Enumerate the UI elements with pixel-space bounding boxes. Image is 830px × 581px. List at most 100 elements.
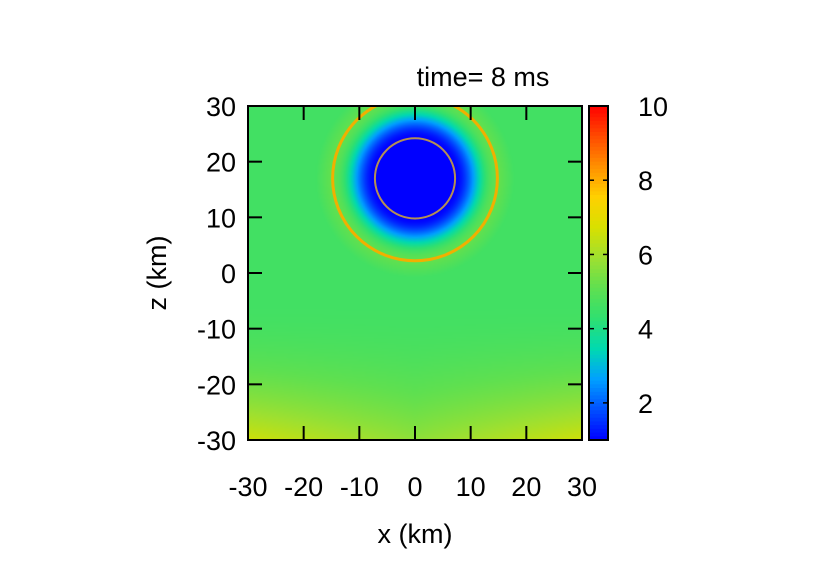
colorbar-band: [589, 243, 608, 248]
colorbar-band: [589, 128, 608, 133]
colorbar-band: [589, 221, 608, 226]
colorbar-band: [589, 120, 608, 126]
x-tick-label: -30: [228, 472, 267, 502]
y-tick-label: -20: [197, 370, 236, 400]
colorbar-band: [589, 425, 608, 430]
colorbar-band: [589, 139, 608, 144]
colorbar-band: [589, 436, 608, 441]
colorbar-band: [589, 258, 608, 263]
y-axis: 30 20 10 0 -10 -20 -30: [197, 92, 582, 456]
colorbar-band: [589, 254, 608, 259]
outer-contour: [331, 106, 499, 263]
colorbar-band: [589, 417, 608, 423]
colorbar-band: [589, 388, 608, 393]
colorbar-band: [589, 295, 608, 300]
colorbar-band: [589, 347, 608, 352]
colorbar-band: [589, 324, 608, 330]
colorbar-band: [589, 373, 608, 378]
colorbar-band: [589, 135, 608, 140]
colorbar-tick-label: 6: [638, 240, 653, 270]
colorbar-band: [589, 376, 608, 382]
y-tick-label: 0: [221, 259, 236, 289]
colorbar-tick-label: 8: [638, 166, 653, 196]
colorbar-band: [589, 213, 608, 218]
y-tick-label: -30: [197, 426, 236, 456]
colorbar-band: [589, 402, 608, 408]
colorbar-band: [589, 250, 608, 256]
colorbar-band: [589, 298, 608, 304]
colorbar-band: [589, 169, 608, 174]
colorbar-band: [589, 198, 608, 204]
x-axis-label: x (km): [378, 519, 453, 549]
colorbar-band: [589, 414, 608, 419]
colorbar-band: [589, 332, 608, 337]
colorbar-band: [589, 313, 608, 319]
colorbar-band: [589, 202, 608, 207]
colorbar-band: [589, 317, 608, 322]
colorbar-band: [589, 117, 608, 122]
y-tick-label: 10: [206, 203, 236, 233]
colorbar-band: [589, 358, 608, 363]
colorbar-band: [589, 180, 608, 185]
inner-contour: [373, 137, 457, 220]
colorbar-band: [589, 124, 608, 129]
colorbar-band: [589, 261, 608, 267]
colorbar-band: [589, 321, 608, 326]
x-tick-label: 0: [407, 472, 422, 502]
colorbar-band: [589, 410, 608, 415]
colorbar-band: [589, 146, 608, 152]
colorbar-band: [589, 150, 608, 155]
colorbar-band: [589, 239, 608, 244]
colorbar-band: [589, 265, 608, 270]
colorbar-band: [589, 206, 608, 211]
x-tick-label: 30: [567, 472, 597, 502]
colorbar-band: [589, 269, 608, 274]
y-axis-label: z (km): [142, 236, 172, 311]
colorbar-band: [589, 380, 608, 385]
x-tick-label: -20: [284, 472, 323, 502]
colorbar-band: [589, 306, 608, 311]
plot-area: [248, 106, 582, 440]
colorbar-band: [589, 106, 608, 111]
colorbar-band: [589, 280, 608, 285]
colorbar-band: [589, 362, 608, 367]
colorbar-frame: [588, 105, 609, 441]
colorbar-band: [589, 336, 608, 341]
colorbar-band: [589, 369, 608, 374]
colorbar-band: [589, 161, 608, 166]
colorbar-band: [589, 287, 608, 293]
colorbar-band: [589, 113, 608, 118]
colorbar-band: [589, 191, 608, 196]
colorbar-band: [589, 395, 608, 400]
colorbar-band: [589, 165, 608, 170]
colorbar-band: [589, 187, 608, 192]
chart-title: time= 8 ms: [417, 62, 550, 92]
colorbar-band: [589, 399, 608, 404]
colorbar-band: [589, 247, 608, 252]
colorbar-band: [589, 228, 608, 233]
colorbar-band: [589, 391, 608, 397]
colorbar-band: [589, 232, 608, 237]
colorbar-band: [589, 421, 608, 426]
colorbar-band: [589, 176, 608, 181]
x-tick-label: 20: [511, 472, 541, 502]
colorbar-tick-label: 10: [638, 92, 668, 122]
colorbar-band: [589, 235, 608, 241]
colorbar-band: [589, 172, 608, 178]
colorbar-band: [589, 339, 608, 345]
colorbar-band: [589, 183, 608, 189]
colorbar-band: [589, 195, 608, 200]
colorbar-band: [589, 273, 608, 278]
x-tick-label: -10: [340, 472, 379, 502]
colorbar-tick-label: 2: [638, 389, 653, 419]
colorbar-band: [589, 276, 608, 282]
colorbar-band: [589, 217, 608, 222]
colorbar-band: [589, 354, 608, 359]
colorbar: [589, 106, 608, 441]
colorbar-band: [589, 131, 608, 137]
x-axis: -30 -20 -10 0 10 20 30: [228, 106, 597, 502]
y-tick-label: -10: [197, 315, 236, 345]
x-tick-label: 10: [456, 472, 486, 502]
colorbar-band: [589, 154, 608, 159]
